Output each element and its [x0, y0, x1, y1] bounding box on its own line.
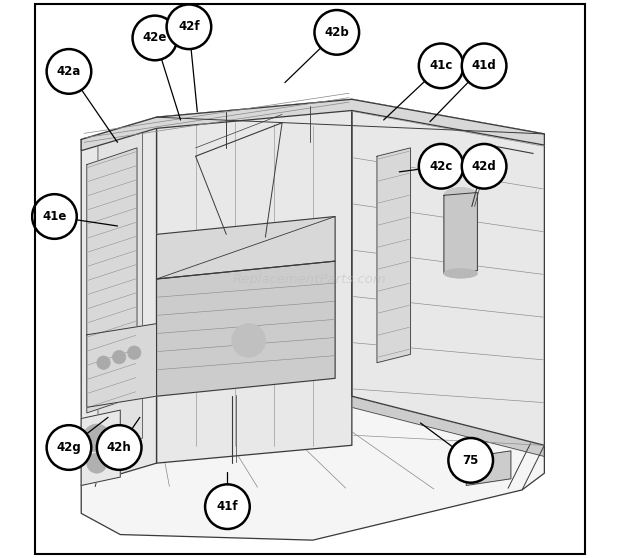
Polygon shape [156, 99, 352, 463]
Circle shape [167, 4, 211, 49]
Circle shape [97, 356, 110, 369]
Text: 41e: 41e [42, 210, 66, 223]
Text: 75: 75 [463, 454, 479, 467]
Text: 42b: 42b [324, 26, 349, 39]
Polygon shape [87, 148, 137, 413]
Circle shape [314, 10, 359, 55]
Polygon shape [98, 126, 143, 458]
Polygon shape [81, 410, 120, 485]
Circle shape [112, 350, 126, 364]
Polygon shape [377, 148, 410, 363]
Text: 41d: 41d [472, 59, 497, 73]
Circle shape [46, 49, 91, 94]
Text: 42c: 42c [430, 160, 453, 173]
Polygon shape [87, 324, 156, 407]
Circle shape [97, 425, 141, 470]
Text: 42d: 42d [472, 160, 497, 173]
Polygon shape [352, 99, 544, 445]
Polygon shape [104, 396, 544, 456]
Text: 42e: 42e [143, 31, 167, 45]
Circle shape [448, 438, 493, 483]
Circle shape [462, 144, 507, 189]
Polygon shape [156, 261, 335, 396]
Text: 41c: 41c [430, 59, 453, 73]
Text: 41f: 41f [216, 500, 238, 513]
Circle shape [419, 44, 464, 88]
Circle shape [462, 44, 507, 88]
Polygon shape [81, 117, 156, 485]
Polygon shape [466, 451, 511, 485]
Text: 42f: 42f [178, 20, 200, 33]
Circle shape [46, 425, 91, 470]
Circle shape [133, 16, 177, 60]
Polygon shape [81, 396, 544, 540]
Polygon shape [81, 99, 544, 151]
Circle shape [32, 194, 77, 239]
Text: ReplacementParts.com: ReplacementParts.com [233, 272, 387, 286]
Polygon shape [156, 217, 335, 279]
Circle shape [232, 324, 265, 357]
Ellipse shape [444, 187, 477, 203]
Circle shape [205, 484, 250, 529]
Circle shape [419, 144, 464, 189]
Ellipse shape [444, 269, 477, 278]
Circle shape [87, 453, 107, 473]
Circle shape [83, 424, 111, 452]
Text: 42a: 42a [57, 65, 81, 78]
Polygon shape [444, 193, 477, 273]
Text: 42g: 42g [56, 441, 81, 454]
Circle shape [128, 346, 141, 359]
Text: 42h: 42h [107, 441, 131, 454]
